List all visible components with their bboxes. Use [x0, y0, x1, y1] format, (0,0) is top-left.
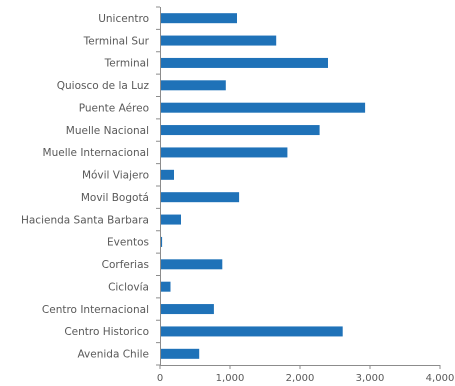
axes — [156, 6, 441, 369]
x-tick-label: 2,000 — [286, 373, 315, 384]
category-label-ciclovia: Ciclovía — [108, 281, 149, 293]
category-label-centro-historico: Centro Historico — [64, 326, 149, 338]
category-label-unicentro: Unicentro — [98, 13, 149, 25]
bar-terminal-sur — [160, 35, 277, 46]
bar-terminal — [160, 57, 328, 68]
bar-eventos — [160, 236, 163, 247]
x-tick-label: 1,000 — [216, 373, 245, 384]
category-label-movil-bogota: Movil Bogotá — [81, 192, 149, 204]
bar-unicentro — [160, 13, 237, 24]
category-label-quiosco-de-la-luz: Quiosco de la Luz — [57, 80, 150, 92]
category-label-hacienda-santa-barbara: Hacienda Santa Barbara — [21, 214, 149, 226]
category-label-muelle-internacional: Muelle Internacional — [43, 147, 149, 159]
category-label-puente-aereo: Puente Aéreo — [79, 102, 149, 114]
category-label-terminal: Terminal — [104, 58, 149, 70]
bar-muelle-nacional — [160, 125, 320, 136]
bar-avenida-chile — [160, 348, 200, 359]
category-label-movil-viajero: Móvil Viajero — [82, 170, 149, 182]
x-tick-labels: 0 1,000 2,000 3,000 4,000 — [157, 373, 455, 384]
bar-movil-bogota — [160, 192, 240, 203]
category-labels: Unicentro Terminal Sur Terminal Quiosco de … — [21, 13, 150, 361]
x-tick-label: 4,000 — [426, 373, 455, 384]
x-tick-label: 0 — [157, 373, 163, 384]
x-tick-label: 3,000 — [356, 373, 385, 384]
bar-hacienda-santa-barbara — [160, 214, 181, 225]
bar-centro-historico — [160, 326, 343, 337]
bar-centro-internacional — [160, 304, 214, 315]
category-label-eventos: Eventos — [107, 237, 149, 249]
bars-layer — [160, 13, 366, 359]
category-label-terminal-sur: Terminal Sur — [83, 35, 150, 47]
category-label-corferias: Corferias — [102, 259, 149, 271]
bar-movil-viajero — [160, 169, 174, 180]
bar-muelle-internacional — [160, 147, 288, 158]
bar-ciclovia — [160, 281, 171, 292]
bar-corferias — [160, 259, 223, 270]
bar-puente-aereo — [160, 102, 366, 113]
category-label-avenida-chile: Avenida Chile — [77, 349, 149, 361]
bar-quiosco-de-la-luz — [160, 80, 226, 91]
category-label-centro-internacional: Centro Internacional — [42, 304, 149, 316]
category-label-muelle-nacional: Muelle Nacional — [66, 125, 149, 137]
